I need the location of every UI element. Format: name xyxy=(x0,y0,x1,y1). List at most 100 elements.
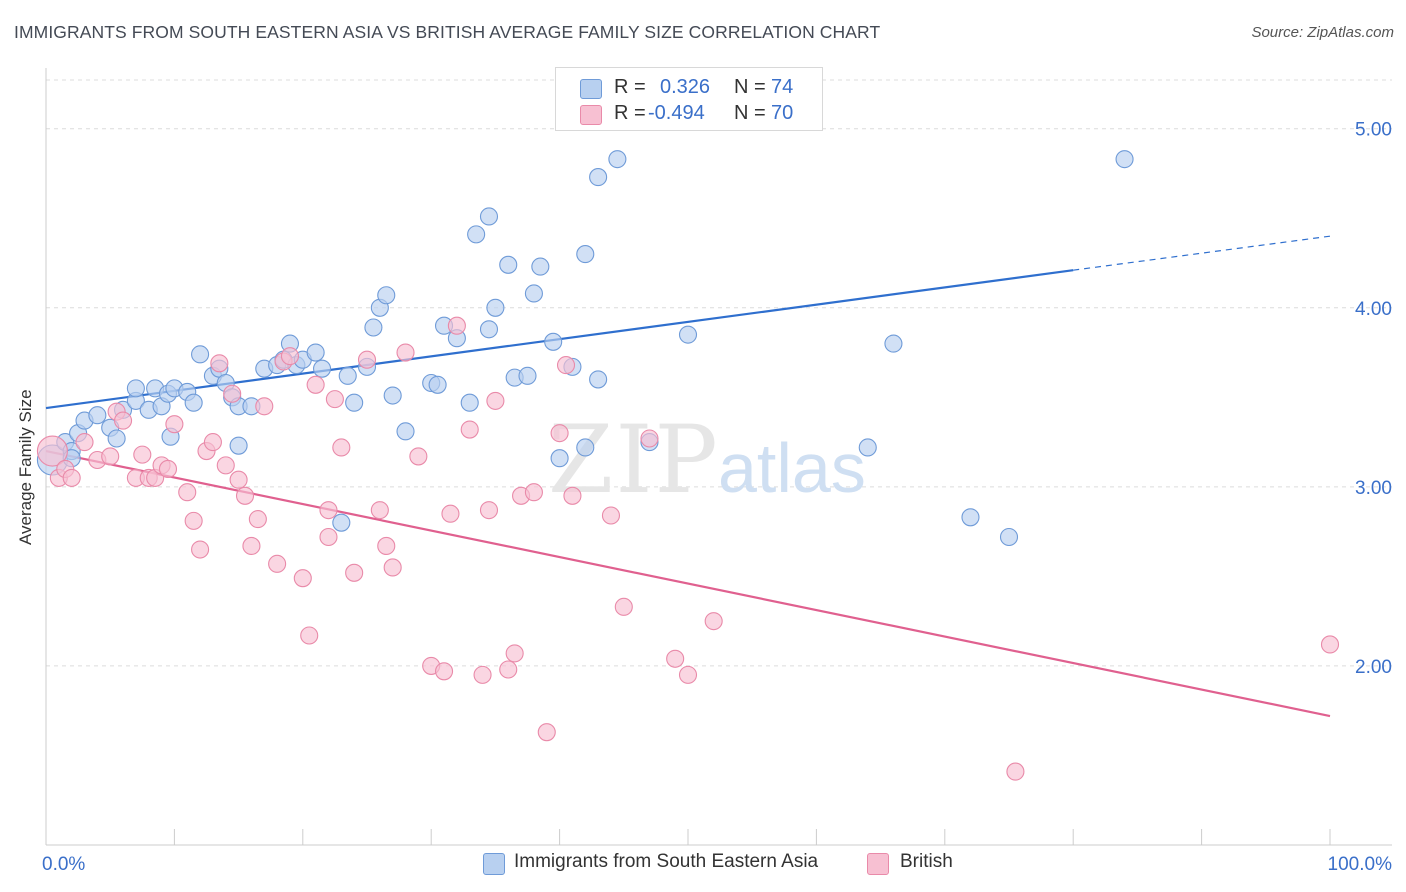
point-blue xyxy=(499,255,518,274)
legend-label-pink: British xyxy=(900,851,953,872)
point-blue xyxy=(126,379,145,398)
point-blue xyxy=(531,257,550,276)
point-pink xyxy=(36,435,68,467)
data-points xyxy=(36,150,1340,781)
chart-title: IMMIGRANTS FROM SOUTH EASTERN ASIA VS BR… xyxy=(14,22,881,42)
point-blue xyxy=(332,513,351,532)
legend-label-blue: Immigrants from South Eastern Asia xyxy=(514,851,819,872)
point-blue xyxy=(961,508,980,527)
point-blue xyxy=(1115,150,1134,169)
point-pink xyxy=(248,510,267,529)
y-axis-label: Average Family Size xyxy=(16,389,35,545)
point-pink xyxy=(357,350,377,369)
legend-r-label: R = xyxy=(614,102,646,124)
source-label: Source: ZipAtlas.com xyxy=(1251,24,1394,41)
point-pink xyxy=(1320,635,1340,654)
point-pink xyxy=(293,569,312,588)
point-blue xyxy=(184,393,203,412)
legend-n-label: N = xyxy=(734,76,766,98)
point-pink xyxy=(255,397,274,416)
point-blue xyxy=(999,527,1019,547)
point-pink xyxy=(486,391,505,410)
point-pink xyxy=(345,563,364,582)
point-blue xyxy=(88,406,107,425)
point-blue xyxy=(608,150,627,169)
point-blue xyxy=(589,168,608,187)
point-pink xyxy=(441,504,460,523)
point-pink xyxy=(75,433,94,452)
point-blue xyxy=(229,436,248,455)
watermark: ZIP atlas xyxy=(548,406,866,515)
point-pink xyxy=(158,459,178,479)
point-pink xyxy=(332,438,351,457)
point-blue xyxy=(576,245,595,264)
point-blue xyxy=(884,334,903,353)
point-blue xyxy=(550,449,569,468)
point-pink xyxy=(191,540,210,559)
point-pink xyxy=(165,415,184,434)
point-pink xyxy=(524,483,543,502)
point-pink xyxy=(101,447,120,466)
point-blue xyxy=(377,286,396,305)
x-tick-label: 0.0% xyxy=(42,854,85,875)
point-pink xyxy=(505,644,524,663)
point-pink xyxy=(556,356,576,375)
y-tick-label: 4.00 xyxy=(1355,299,1392,320)
point-pink xyxy=(370,501,389,520)
point-pink xyxy=(306,375,325,394)
point-pink xyxy=(62,468,81,487)
point-blue xyxy=(345,393,364,412)
legend-n-value: 74 xyxy=(771,76,794,98)
point-pink xyxy=(280,347,300,366)
point-pink xyxy=(447,316,466,335)
point-pink xyxy=(377,536,396,556)
point-blue xyxy=(191,345,210,364)
point-pink xyxy=(640,429,659,448)
point-pink xyxy=(409,447,428,466)
point-pink xyxy=(268,554,287,573)
point-pink xyxy=(396,343,415,362)
point-blue xyxy=(460,393,479,412)
point-blue xyxy=(524,284,543,303)
legend-row-blue: R = 0.326 N = 74 xyxy=(556,76,822,102)
point-pink xyxy=(216,456,235,475)
point-blue xyxy=(518,366,537,385)
point-pink xyxy=(1006,762,1025,781)
point-blue xyxy=(479,320,499,339)
point-pink xyxy=(319,527,338,547)
point-blue xyxy=(306,343,325,362)
series-legend: Immigrants from South Eastern Asia Briti… xyxy=(0,851,1406,879)
point-pink xyxy=(614,597,633,616)
point-blue xyxy=(678,325,698,344)
legend-row-pink: R = -0.494 N = 70 xyxy=(556,102,822,128)
point-pink xyxy=(223,384,242,403)
point-pink xyxy=(678,665,698,684)
point-pink xyxy=(601,506,621,525)
y-tick-label: 5.00 xyxy=(1355,120,1392,141)
point-blue xyxy=(858,438,877,457)
point-pink xyxy=(325,390,344,409)
point-pink xyxy=(178,483,197,502)
x-tick-label: 100.0% xyxy=(1328,854,1393,875)
point-pink xyxy=(550,424,569,443)
point-pink xyxy=(460,420,479,439)
legend-r-label: R = xyxy=(614,76,646,98)
point-blue xyxy=(467,225,486,244)
point-pink xyxy=(704,612,723,631)
point-pink xyxy=(133,445,152,464)
point-pink xyxy=(184,511,203,530)
point-blue xyxy=(383,386,402,405)
point-blue xyxy=(576,438,595,457)
watermark-atlas: atlas xyxy=(718,429,866,507)
point-pink xyxy=(210,354,229,373)
tick-labels: 2.00 3.00 4.00 5.00 0.0% 100.0% xyxy=(42,120,1392,875)
point-blue xyxy=(479,207,499,226)
point-pink xyxy=(666,649,685,668)
point-pink xyxy=(242,536,261,556)
point-pink xyxy=(479,501,499,520)
point-pink xyxy=(473,665,492,684)
trend-line-blue-extension xyxy=(1073,235,1331,271)
legend-r-value: -0.494 xyxy=(648,102,705,124)
point-pink xyxy=(300,626,319,645)
